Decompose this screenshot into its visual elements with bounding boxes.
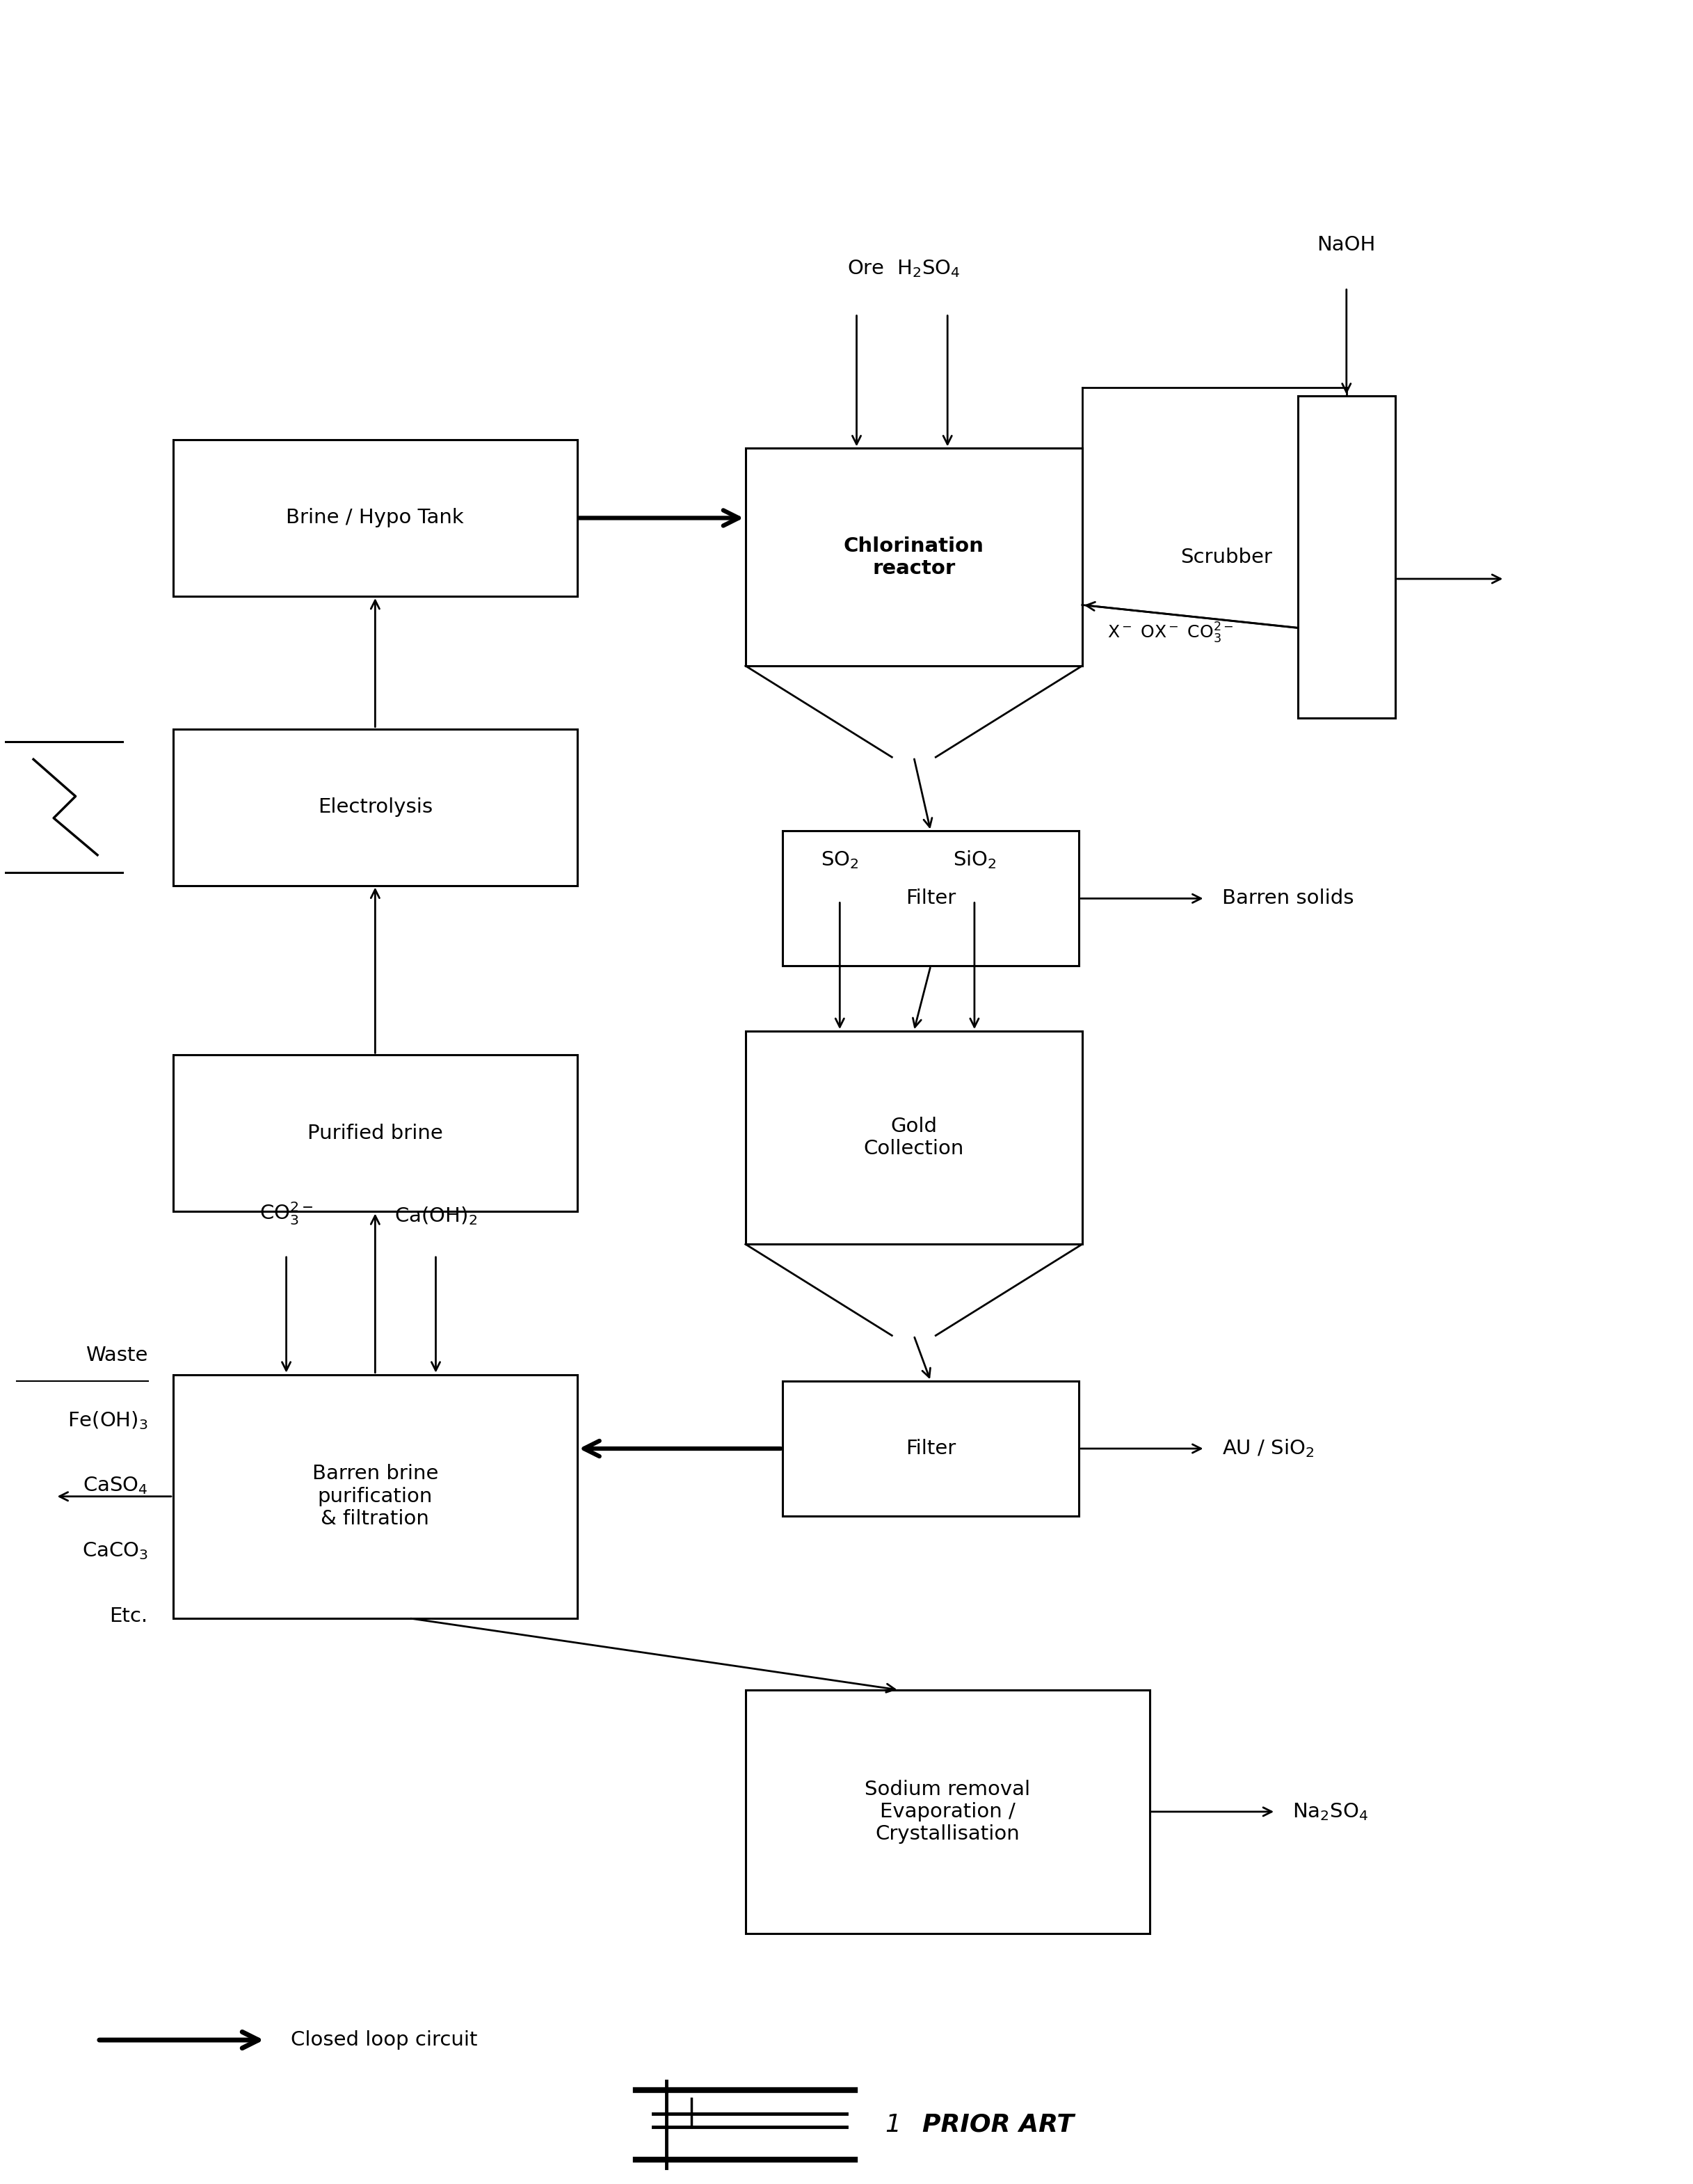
Text: Purified brine: Purified brine (308, 1123, 444, 1142)
Bar (745, 448, 1082, 666)
Text: Ca(OH)$_2$: Ca(OH)$_2$ (394, 1206, 477, 1227)
Text: Barren brine
purification
& filtration: Barren brine purification & filtration (312, 1463, 438, 1529)
Bar (173, 1374, 577, 1618)
Text: Ore  H$_2$SO$_4$: Ore H$_2$SO$_4$ (846, 258, 960, 280)
Text: AU / SiO$_2$: AU / SiO$_2$ (1222, 1437, 1314, 1459)
Text: CaSO$_4$: CaSO$_4$ (83, 1474, 147, 1496)
Text: CO$_3^{2-}$: CO$_3^{2-}$ (259, 1201, 313, 1227)
Bar (782, 1380, 1078, 1516)
Text: Closed loop circuit: Closed loop circuit (291, 2031, 477, 2051)
Text: Fe(OH)$_3$: Fe(OH)$_3$ (68, 1409, 147, 1431)
Bar (745, 1031, 1082, 1245)
Text: Barren solids: Barren solids (1222, 889, 1354, 909)
Text: X$^-$ OX$^-$ CO$_3^{2-}$: X$^-$ OX$^-$ CO$_3^{2-}$ (1107, 620, 1234, 644)
Text: 1: 1 (885, 2112, 901, 2136)
Text: Sodium removal
Evaporation /
Crystallisation: Sodium removal Evaporation / Crystallisa… (865, 1780, 1031, 1843)
Text: Na$_2$SO$_4$: Na$_2$SO$_4$ (1292, 1802, 1368, 1821)
Text: Electrolysis: Electrolysis (318, 797, 433, 817)
Bar (173, 1055, 577, 1212)
Bar (745, 1690, 1150, 1933)
Text: Etc.: Etc. (110, 1605, 147, 1625)
Text: NaOH: NaOH (1317, 236, 1376, 256)
Text: Filter: Filter (906, 889, 957, 909)
Text: PRIOR ART: PRIOR ART (923, 2112, 1073, 2136)
Text: Scrubber: Scrubber (1180, 548, 1273, 568)
Text: Gold
Collection: Gold Collection (863, 1116, 963, 1160)
Text: SiO$_2$: SiO$_2$ (953, 850, 995, 869)
Text: Brine / Hypo Tank: Brine / Hypo Tank (286, 509, 464, 529)
Text: SO$_2$: SO$_2$ (821, 850, 858, 869)
Text: Chlorination
reactor: Chlorination reactor (843, 535, 984, 579)
Text: CaCO$_3$: CaCO$_3$ (81, 1540, 147, 1562)
Text: Waste: Waste (86, 1345, 147, 1365)
Bar (1297, 395, 1395, 719)
Text: Filter: Filter (906, 1439, 957, 1459)
Bar (782, 832, 1078, 965)
Bar (173, 729, 577, 885)
Bar (173, 439, 577, 596)
